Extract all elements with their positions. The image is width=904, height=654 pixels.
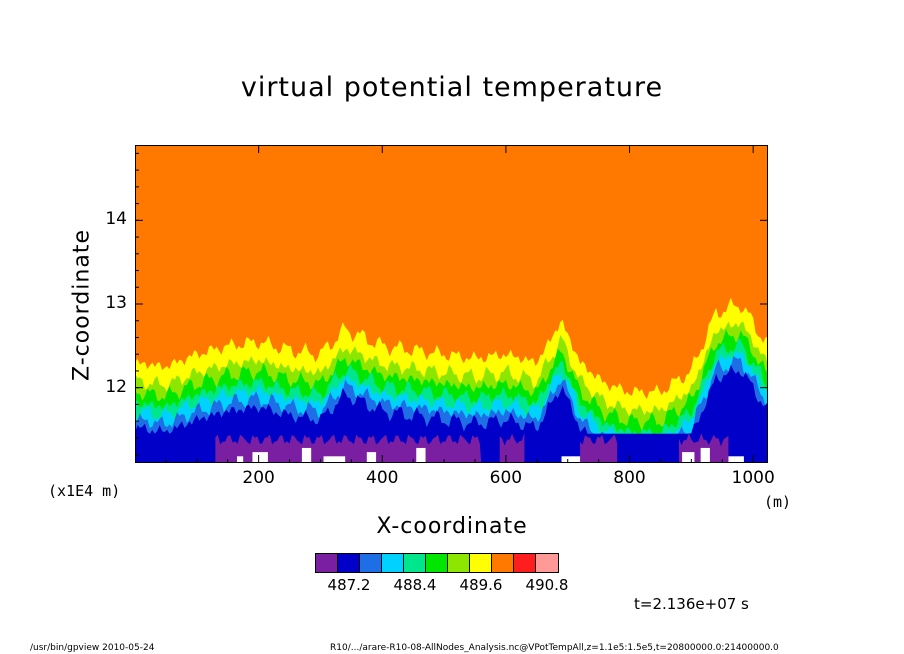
colorbar-cell-5 (426, 554, 448, 572)
colorbar-cell-3 (382, 554, 404, 572)
below-range-patch-0 (236, 456, 244, 463)
below-range-patch-5 (416, 447, 426, 463)
below-range-patch-1 (252, 452, 268, 463)
y-axis-label: Z-coordinate (69, 229, 95, 381)
colorbar-label-0: 487.2 (327, 576, 371, 594)
chart-title: virtual potential temperature (240, 72, 664, 103)
colorbar-cell-4 (404, 554, 426, 572)
below-range-patch-6 (561, 456, 581, 463)
colorbar-cell-9 (514, 554, 536, 572)
plot-area (135, 145, 768, 463)
colorbar-label-2: 489.6 (459, 576, 503, 594)
x-tick-label-3: 800 (613, 468, 646, 488)
below-range-patch-8 (700, 447, 710, 463)
below-range-patch-9 (728, 456, 744, 463)
below-range-patch-2 (301, 447, 312, 463)
colorbar-cell-7 (470, 554, 492, 572)
y-tick-label-0: 12 (105, 376, 127, 397)
colorbar-label-1: 488.4 (393, 576, 437, 594)
colorbar-cell-6 (448, 554, 470, 572)
x-tick-label-0: 200 (242, 468, 275, 488)
contour-band-lowest-0 (215, 434, 482, 463)
y-tick-label-2: 14 (105, 209, 127, 230)
heatmap-plot (135, 145, 768, 463)
y-axis-unit: (x1E4 m) (48, 482, 121, 500)
colorbar-label-3: 490.8 (525, 576, 569, 594)
colorbar (315, 553, 559, 573)
x-tick-label-4: 1000 (731, 468, 775, 488)
below-range-patch-7 (682, 452, 695, 463)
footer-right: R10/.../arare-R10-08-AllNodes_Analysis.n… (330, 643, 779, 653)
y-tick-label-1: 13 (105, 293, 127, 313)
colorbar-cell-10 (536, 554, 558, 572)
colorbar-cell-1 (338, 554, 360, 572)
time-annotation: t=2.136e+07 s (634, 595, 749, 613)
below-range-patch-3 (323, 456, 346, 463)
colorbar-cell-0 (316, 554, 338, 572)
footer-left: /usr/bin/gpview 2010-05-24 (30, 643, 155, 653)
x-tick-label-2: 600 (489, 468, 523, 488)
x-axis-label: X-coordinate (376, 514, 528, 539)
x-tick-label-1: 400 (366, 468, 399, 488)
colorbar-cell-2 (360, 554, 382, 572)
contour-band-lowest-2 (580, 434, 618, 463)
colorbar-cell-8 (492, 554, 514, 572)
below-range-patch-4 (366, 452, 377, 463)
x-axis-unit: (m) (764, 493, 792, 511)
